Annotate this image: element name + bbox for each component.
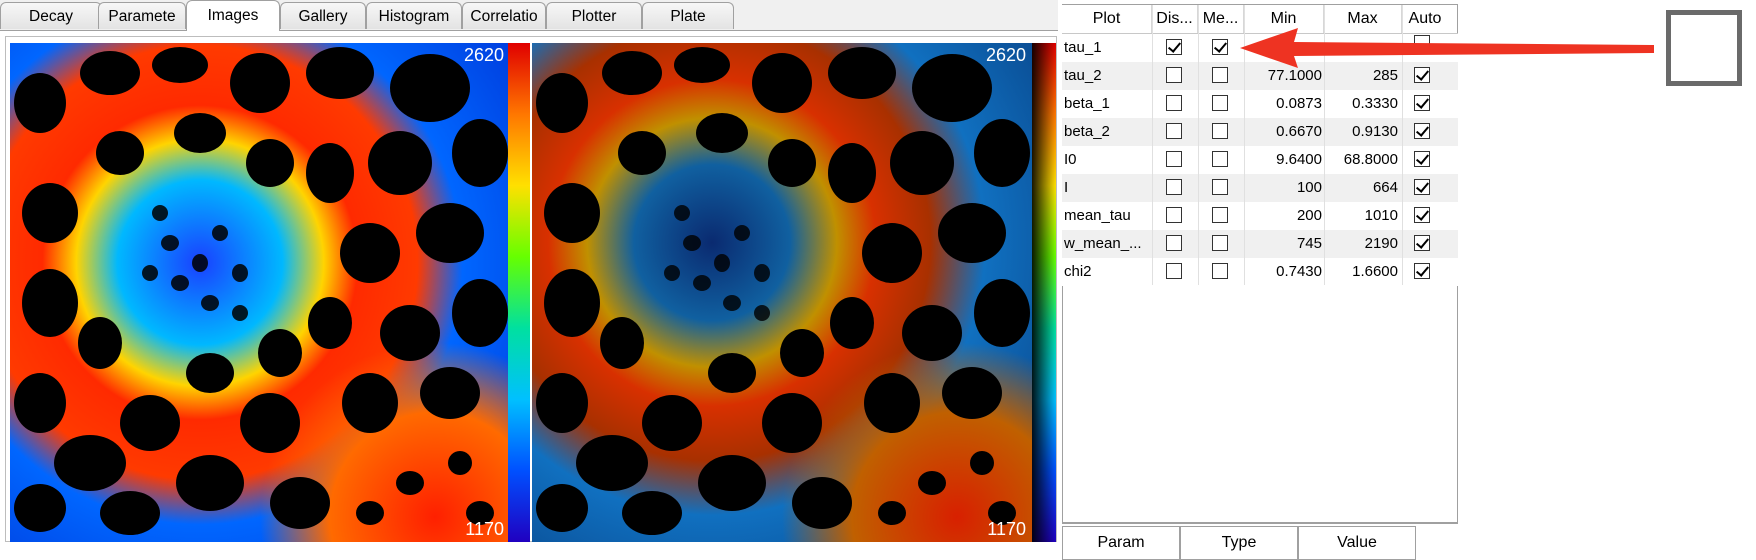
merge-checkbox[interactable] <box>1212 123 1228 139</box>
header-merge[interactable]: Me... <box>1198 5 1244 33</box>
lifetime-image-right[interactable]: 2620 1170 <box>532 43 1032 542</box>
auto-checkbox[interactable] <box>1414 67 1430 83</box>
merge-checkbox[interactable] <box>1212 179 1228 195</box>
table-row: mean_tau 200 1010 <box>1062 202 1458 230</box>
row-name: I <box>1064 179 1069 196</box>
image-left-max-label: 2620 <box>463 45 504 65</box>
display-checkbox[interactable] <box>1166 207 1182 223</box>
auto-checkbox[interactable] <box>1414 207 1430 223</box>
tab-plate[interactable]: Plate <box>642 2 734 29</box>
max-value[interactable]: 0.9130 <box>1352 123 1398 140</box>
tab-bar: Decay Paramete Images Gallery Histogram … <box>0 0 1058 31</box>
tab-images[interactable]: Images <box>186 0 280 31</box>
min-value[interactable]: 0.6670 <box>1276 123 1322 140</box>
row-name: tau_2 <box>1064 67 1102 84</box>
auto-checkbox[interactable] <box>1414 95 1430 111</box>
table-row: tau_2 77.1000 285 <box>1062 62 1458 90</box>
lifetime-image-left[interactable]: 2620 1170 <box>10 43 510 542</box>
row-name: w_mean_... <box>1064 235 1142 252</box>
merge-checkbox[interactable] <box>1212 207 1228 223</box>
auto-checkbox[interactable] <box>1414 235 1430 251</box>
merge-checkbox[interactable] <box>1212 151 1228 167</box>
max-value[interactable]: 664 <box>1372 179 1398 196</box>
header-type[interactable]: Type <box>1180 526 1298 560</box>
auto-checkbox[interactable] <box>1414 123 1430 139</box>
row-name: tau_1 <box>1064 39 1102 56</box>
annotation-arrow <box>1240 28 1654 68</box>
display-checkbox[interactable] <box>1166 123 1182 139</box>
table-row: I 100 664 <box>1062 174 1458 202</box>
row-name: I0 <box>1064 151 1077 168</box>
tab-histogram[interactable]: Histogram <box>366 2 462 29</box>
max-value[interactable]: 1010 <box>1364 207 1398 224</box>
table-row: beta_1 0.0873 0.3330 <box>1062 90 1458 118</box>
header-auto[interactable]: Auto <box>1402 5 1448 33</box>
min-value[interactable]: 0.0873 <box>1276 95 1322 112</box>
merge-checkbox[interactable] <box>1212 95 1228 111</box>
square-icon[interactable] <box>1666 10 1742 86</box>
lifetime-image-left-graphic <box>10 43 510 542</box>
column-separator <box>1402 5 1403 285</box>
auto-checkbox[interactable] <box>1414 263 1430 279</box>
column-separator <box>1244 5 1245 285</box>
display-checkbox[interactable] <box>1166 263 1182 279</box>
header-plot[interactable]: Plot <box>1062 5 1152 33</box>
table-row: I0 9.6400 68.8000 <box>1062 146 1458 174</box>
table-row: beta_2 0.6670 0.9130 <box>1062 118 1458 146</box>
row-name: beta_1 <box>1064 95 1110 112</box>
colorbar-left <box>508 43 530 542</box>
max-value[interactable]: 68.8000 <box>1343 151 1398 168</box>
row-name: mean_tau <box>1064 207 1131 224</box>
image-right-min-label: 1170 <box>987 519 1026 539</box>
merge-checkbox[interactable] <box>1212 39 1228 55</box>
min-value[interactable]: 200 <box>1296 207 1322 224</box>
auto-checkbox[interactable] <box>1414 151 1430 167</box>
merge-checkbox[interactable] <box>1212 263 1228 279</box>
arrow-icon <box>1240 28 1654 68</box>
column-separator <box>1152 5 1153 285</box>
colorbar-right <box>1032 43 1056 542</box>
min-value[interactable]: 745 <box>1296 235 1322 252</box>
display-checkbox[interactable] <box>1166 151 1182 167</box>
table-row: chi2 0.7430 1.6600 <box>1062 258 1458 286</box>
lifetime-image-right-graphic <box>532 43 1032 542</box>
display-checkbox[interactable] <box>1166 179 1182 195</box>
image-right-max-label: 2620 <box>985 45 1026 65</box>
auto-checkbox[interactable] <box>1414 179 1430 195</box>
max-value[interactable]: 285 <box>1372 67 1398 84</box>
header-display[interactable]: Dis... <box>1152 5 1198 33</box>
min-value[interactable]: 0.7430 <box>1276 263 1322 280</box>
param-type-grid: Param Type Value <box>1062 522 1458 560</box>
header-param[interactable]: Param <box>1062 526 1180 560</box>
tab-decay[interactable]: Decay <box>0 2 102 29</box>
grid-header-row: Plot Dis... Me... Min Max Auto <box>1062 5 1458 34</box>
tab-parameters[interactable]: Paramete <box>98 2 186 29</box>
image-left-min-label: 1170 <box>465 519 504 539</box>
max-value[interactable]: 1.6600 <box>1352 263 1398 280</box>
min-value[interactable]: 77.1000 <box>1267 67 1322 84</box>
max-value[interactable]: 0.3330 <box>1352 95 1398 112</box>
header-value[interactable]: Value <box>1298 526 1416 560</box>
table-row: w_mean_... 745 2190 <box>1062 230 1458 258</box>
tab-plotter[interactable]: Plotter <box>546 2 642 29</box>
min-value[interactable]: 100 <box>1296 179 1322 196</box>
min-value[interactable]: 9.6400 <box>1276 151 1322 168</box>
display-checkbox[interactable] <box>1166 235 1182 251</box>
column-separator <box>1324 5 1325 285</box>
column-separator <box>1198 5 1199 285</box>
tab-correlation[interactable]: Correlatio <box>462 2 546 29</box>
display-checkbox[interactable] <box>1166 39 1182 55</box>
row-name: beta_2 <box>1064 123 1110 140</box>
merge-checkbox[interactable] <box>1212 67 1228 83</box>
display-checkbox[interactable] <box>1166 95 1182 111</box>
header-max[interactable]: Max <box>1324 5 1402 33</box>
tab-gallery[interactable]: Gallery <box>280 2 366 29</box>
header-min[interactable]: Min <box>1244 5 1324 33</box>
display-checkbox[interactable] <box>1166 67 1182 83</box>
merge-checkbox[interactable] <box>1212 235 1228 251</box>
row-name: chi2 <box>1064 263 1092 280</box>
max-value[interactable]: 2190 <box>1364 235 1398 252</box>
